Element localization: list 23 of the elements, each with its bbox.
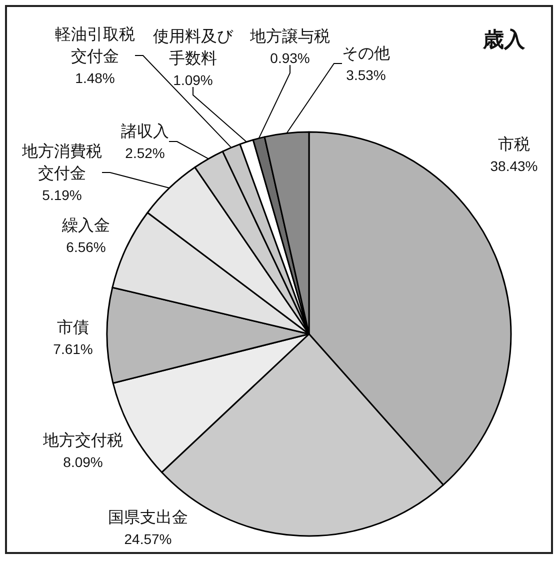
data-label: 5.19% <box>42 187 82 203</box>
data-label: 6.56% <box>66 239 106 255</box>
chart-title: 歳入 <box>482 28 526 52</box>
slice-label: 国県支出金 <box>108 508 188 526</box>
slice-label: 地方交付税 <box>42 430 123 450</box>
slice-label: 使用料及び手数料 <box>153 26 234 68</box>
data-label: 8.09% <box>63 454 103 470</box>
slice-label: その他 <box>342 44 390 62</box>
slice-label: 繰入金 <box>61 216 110 234</box>
data-label: 7.61% <box>53 341 93 357</box>
data-label: 3.53% <box>346 67 386 83</box>
data-label: 0.93% <box>270 50 310 66</box>
data-label: 24.57% <box>124 531 172 547</box>
data-label: 38.43% <box>490 158 538 174</box>
slice-label: 軽油引取税交付金 <box>55 24 135 66</box>
data-label: 1.48% <box>75 70 115 86</box>
slice-label: 市債 <box>57 318 89 336</box>
slice-label: 地方譲与税 <box>249 26 330 46</box>
data-label: 2.52% <box>125 145 165 161</box>
slice-label: 地方消費税交付金 <box>21 142 102 182</box>
data-label: 1.09% <box>173 72 213 88</box>
slice-label: 諸収入 <box>121 122 169 140</box>
slice-label: 市税 <box>498 134 530 154</box>
